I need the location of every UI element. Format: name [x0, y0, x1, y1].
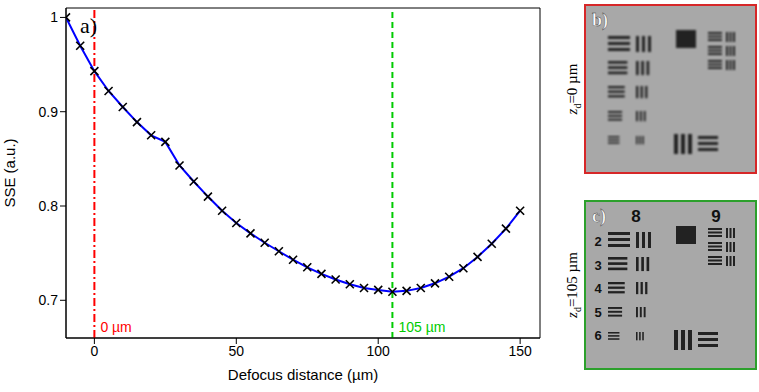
svg-text:0.9: 0.9 — [39, 104, 59, 120]
svg-text:0.8: 0.8 — [39, 198, 59, 214]
svg-text:c): c) — [592, 206, 606, 227]
svg-text:9: 9 — [711, 207, 720, 226]
svg-text:Defocus distance (µm): Defocus distance (µm) — [228, 366, 378, 383]
svg-text:50: 50 — [229, 343, 245, 359]
svg-text:8: 8 — [631, 207, 640, 226]
svg-text:3: 3 — [594, 258, 601, 273]
svg-text:zd=105 µm: zd=105 µm — [564, 252, 583, 319]
svg-text:0.7: 0.7 — [39, 292, 59, 308]
svg-text:2: 2 — [594, 234, 601, 249]
svg-text:150: 150 — [508, 343, 532, 359]
svg-text:zd=0 µm: zd=0 µm — [564, 63, 583, 115]
html-text:a): a) — [80, 13, 98, 38]
svg-text:1: 1 — [50, 9, 58, 25]
svg-text:SSE (a.u.): SSE (a.u.) — [1, 138, 18, 207]
svg-text:105 µm: 105 µm — [398, 319, 445, 335]
svg-text:b): b) — [592, 10, 608, 31]
svg-text:4: 4 — [594, 281, 602, 296]
svg-text:0: 0 — [90, 343, 98, 359]
svg-text:5: 5 — [594, 305, 601, 320]
svg-text:0 µm: 0 µm — [100, 319, 131, 335]
svg-text:6: 6 — [594, 328, 601, 343]
svg-text:100: 100 — [367, 343, 391, 359]
